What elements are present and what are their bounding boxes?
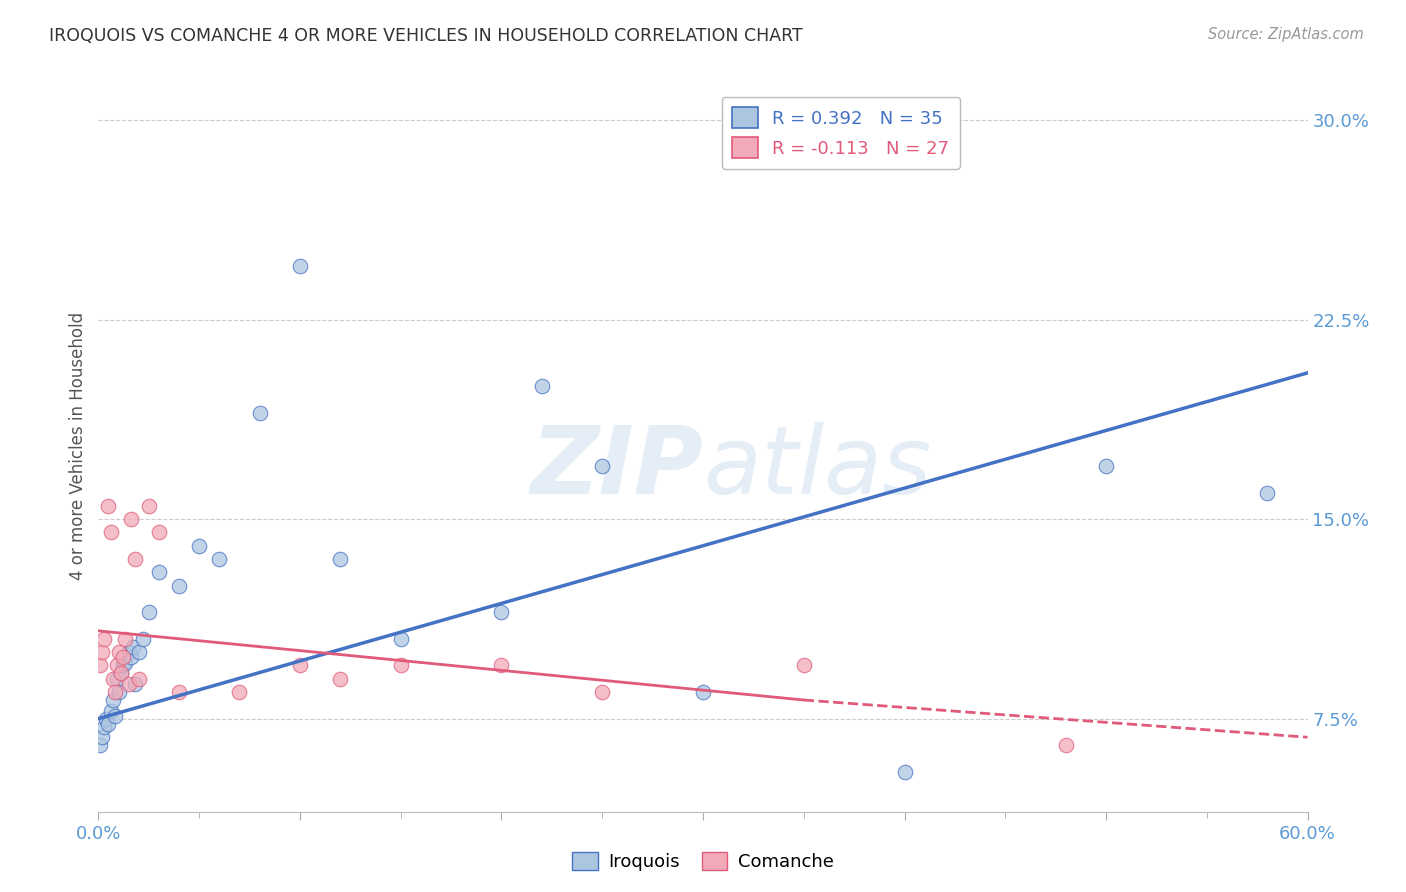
Text: Source: ZipAtlas.com: Source: ZipAtlas.com: [1208, 27, 1364, 42]
Point: [167, 685, 190, 699]
Point: [89, 738, 111, 752]
Point: [228, 685, 250, 699]
Point: [121, 640, 143, 654]
Point: [389, 632, 412, 646]
Point: [128, 672, 150, 686]
Point: [118, 677, 141, 691]
Point: [128, 645, 150, 659]
Text: ZIP: ZIP: [530, 422, 703, 514]
Point: [491, 658, 513, 673]
Point: [118, 645, 141, 659]
Point: [120, 512, 142, 526]
Point: [132, 632, 155, 646]
Point: [288, 658, 311, 673]
Point: [148, 525, 170, 540]
Point: [530, 379, 553, 393]
Text: atlas: atlas: [703, 423, 931, 514]
Point: [329, 552, 352, 566]
Point: [114, 632, 136, 646]
Point: [491, 605, 513, 619]
Y-axis label: 4 or more Vehicles in Household: 4 or more Vehicles in Household: [69, 312, 87, 580]
Point: [329, 672, 352, 686]
Point: [148, 566, 170, 580]
Point: [1095, 458, 1118, 473]
Point: [591, 685, 613, 699]
Legend: R = 0.392   N = 35, R = -0.113   N = 27: R = 0.392 N = 35, R = -0.113 N = 27: [721, 96, 960, 169]
Point: [101, 672, 124, 686]
Point: [1256, 485, 1278, 500]
Point: [167, 579, 190, 593]
Point: [692, 685, 714, 699]
Point: [288, 260, 311, 274]
Point: [111, 658, 134, 673]
Point: [91, 731, 114, 745]
Point: [103, 709, 125, 723]
Point: [591, 458, 613, 473]
Point: [111, 650, 134, 665]
Point: [105, 658, 128, 673]
Legend: Iroquois, Comanche: Iroquois, Comanche: [565, 845, 841, 879]
Point: [138, 499, 160, 513]
Point: [89, 658, 111, 673]
Point: [188, 539, 211, 553]
Point: [96, 712, 118, 726]
Point: [208, 552, 231, 566]
Point: [100, 704, 122, 718]
Point: [107, 645, 129, 659]
Point: [389, 658, 412, 673]
Point: [110, 666, 132, 681]
Point: [103, 685, 125, 699]
Point: [93, 632, 115, 646]
Point: [110, 666, 132, 681]
Point: [138, 605, 160, 619]
Point: [124, 552, 146, 566]
Point: [107, 685, 129, 699]
Point: [1054, 738, 1077, 752]
Point: [793, 658, 815, 673]
Point: [93, 720, 115, 734]
Point: [97, 499, 120, 513]
Point: [105, 672, 128, 686]
Point: [101, 693, 124, 707]
Point: [97, 717, 120, 731]
Point: [249, 406, 271, 420]
Point: [893, 764, 915, 779]
Point: [114, 656, 136, 670]
Point: [124, 677, 146, 691]
Point: [100, 525, 122, 540]
Point: [91, 645, 114, 659]
Text: IROQUOIS VS COMANCHE 4 OR MORE VEHICLES IN HOUSEHOLD CORRELATION CHART: IROQUOIS VS COMANCHE 4 OR MORE VEHICLES …: [49, 27, 803, 45]
Point: [120, 650, 142, 665]
